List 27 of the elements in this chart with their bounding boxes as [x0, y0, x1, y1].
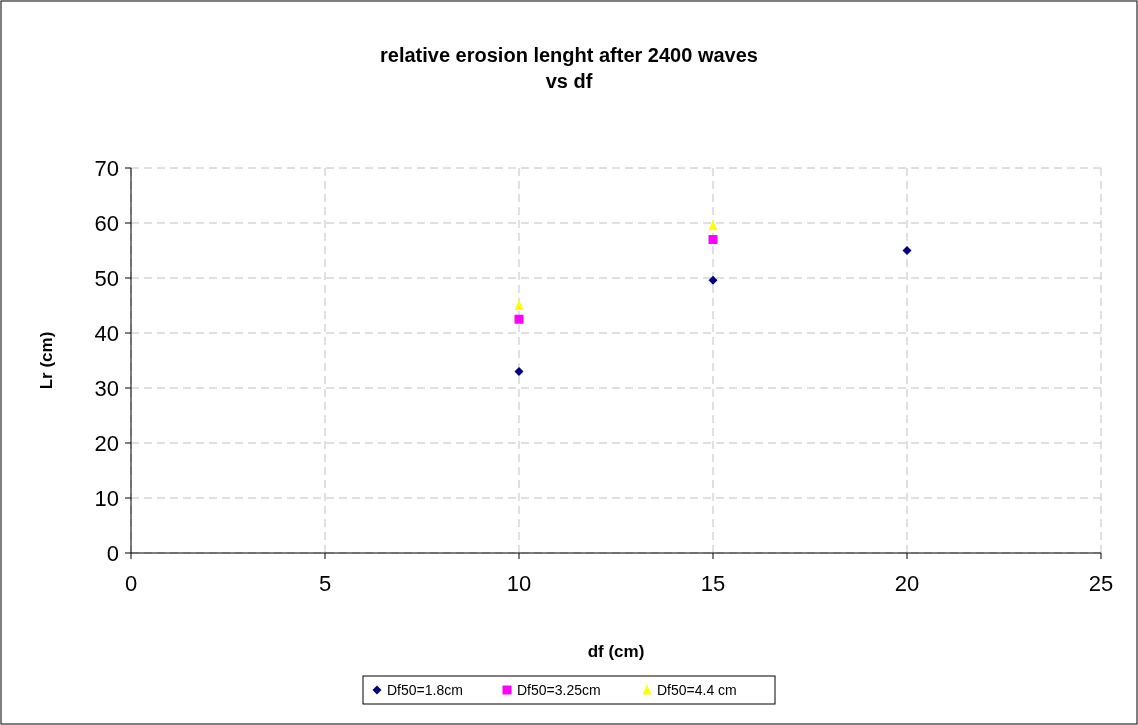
- x-tick-label: 20: [894, 571, 920, 596]
- point: [902, 246, 912, 255]
- point: [708, 220, 718, 231]
- point: [708, 275, 718, 285]
- chart-title: relative erosion lenght after 2400 waves vs df: [380, 44, 758, 92]
- x-tick-label: 25: [1088, 571, 1114, 596]
- y-tick-label: 60: [94, 210, 119, 236]
- x-tick-label: 15: [700, 571, 726, 596]
- x-tick-label: 5: [318, 571, 332, 596]
- legend-label: Df50=4.4 cm: [657, 682, 737, 698]
- y-tick-label: 40: [94, 320, 119, 346]
- x-tick-label: 0: [124, 571, 138, 596]
- point: [708, 235, 718, 244]
- legend-label: Df50=1.8cm: [387, 682, 463, 698]
- point: [514, 314, 524, 324]
- y-tick-label: 0: [106, 540, 119, 566]
- y-tick-label: 50: [94, 265, 119, 291]
- y-tick-label: 30: [94, 375, 119, 401]
- y-tick-label: 70: [94, 155, 119, 181]
- y-tick-label: 10: [94, 485, 119, 511]
- y-axis-title: Lr (cm): [37, 331, 56, 390]
- legend-label: Df50=3.25cm: [517, 682, 601, 698]
- x-axis-title: df (cm): [587, 642, 645, 661]
- point: [514, 367, 524, 376]
- x-tick-label: 10: [506, 571, 532, 596]
- point: [514, 300, 524, 310]
- y-tick-label: 20: [94, 430, 119, 456]
